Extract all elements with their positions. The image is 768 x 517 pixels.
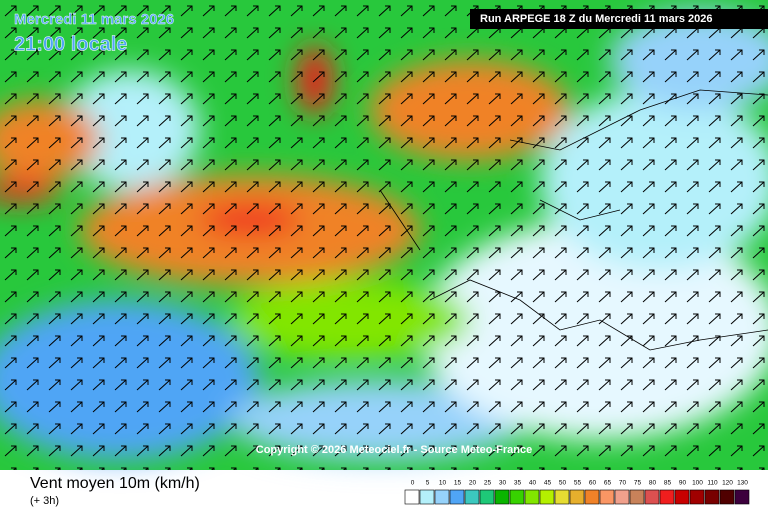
legend-tick-label: 75: [634, 480, 642, 487]
legend-swatch: [404, 489, 420, 505]
legend-tick-label: 85: [664, 480, 672, 487]
legend-swatch: [614, 489, 630, 505]
legend-swatch: [674, 489, 690, 505]
legend-swatch: [449, 489, 465, 505]
legend-tick-label: 70: [619, 480, 627, 487]
time-label: 21:00 locale: [14, 33, 127, 55]
copyright: Copyright © 2026 Meteociel.fr - Source M…: [256, 444, 532, 456]
legend-swatch: [734, 489, 750, 505]
legend-swatch: [569, 489, 585, 505]
legend-tick-label: 25: [484, 480, 492, 487]
run-label: Run ARPEGE 18 Z du Mercredi 11 mars 2026: [480, 13, 713, 25]
legend-tick-label: 0: [411, 480, 415, 487]
legend-swatch: [659, 489, 675, 505]
legend-swatch: [479, 489, 495, 505]
legend-tick-label: 100: [692, 480, 703, 487]
footer-title: Vent moyen 10m (km/h): [30, 475, 200, 492]
footer-step: (+ 3h): [30, 495, 59, 507]
legend-tick-label: 55: [574, 480, 582, 487]
legend-tick-label: 120: [722, 480, 733, 487]
legend-tick-label: 30: [499, 480, 507, 487]
legend-tick-label: 35: [514, 480, 522, 487]
legend-swatch: [524, 489, 540, 505]
legend-swatch: [434, 489, 450, 505]
legend-swatch: [689, 489, 705, 505]
legend-swatch: [719, 489, 735, 505]
legend-tick-label: 60: [589, 480, 597, 487]
date-label: Mercredi 11 mars 2026: [14, 11, 174, 28]
legend-tick-label: 15: [454, 480, 462, 487]
legend-swatch: [599, 489, 615, 505]
map-field: [0, 0, 768, 470]
legend-swatch: [494, 489, 510, 505]
legend-swatch: [419, 489, 435, 505]
legend-tick-label: 65: [604, 480, 612, 487]
legend-tick-label: 10: [439, 480, 447, 487]
legend-swatch: [704, 489, 720, 505]
legend-swatch: [464, 489, 480, 505]
run-banner: [470, 9, 768, 29]
legend-tick-label: 40: [529, 480, 537, 487]
legend-tick-label: 50: [559, 480, 567, 487]
legend-tick-label: 80: [649, 480, 657, 487]
legend-swatch: [629, 489, 645, 505]
legend-tick-label: 90: [679, 480, 687, 487]
legend-swatch: [539, 489, 555, 505]
legend-swatch: [644, 489, 660, 505]
legend-swatch: [554, 489, 570, 505]
legend-tick-label: 130: [737, 480, 748, 487]
legend-tick-label: 20: [469, 480, 477, 487]
legend-tick-label: 45: [544, 480, 552, 487]
legend: 0 5 10 15 20 25 30 35 40 45 50 55 60 65 70 75 80 85 90 100 1…: [404, 480, 750, 505]
legend-swatch: [509, 489, 525, 505]
legend-tick-label: 5: [426, 480, 430, 487]
legend-swatch: [584, 489, 600, 505]
legend-tick-label: 110: [707, 480, 718, 487]
